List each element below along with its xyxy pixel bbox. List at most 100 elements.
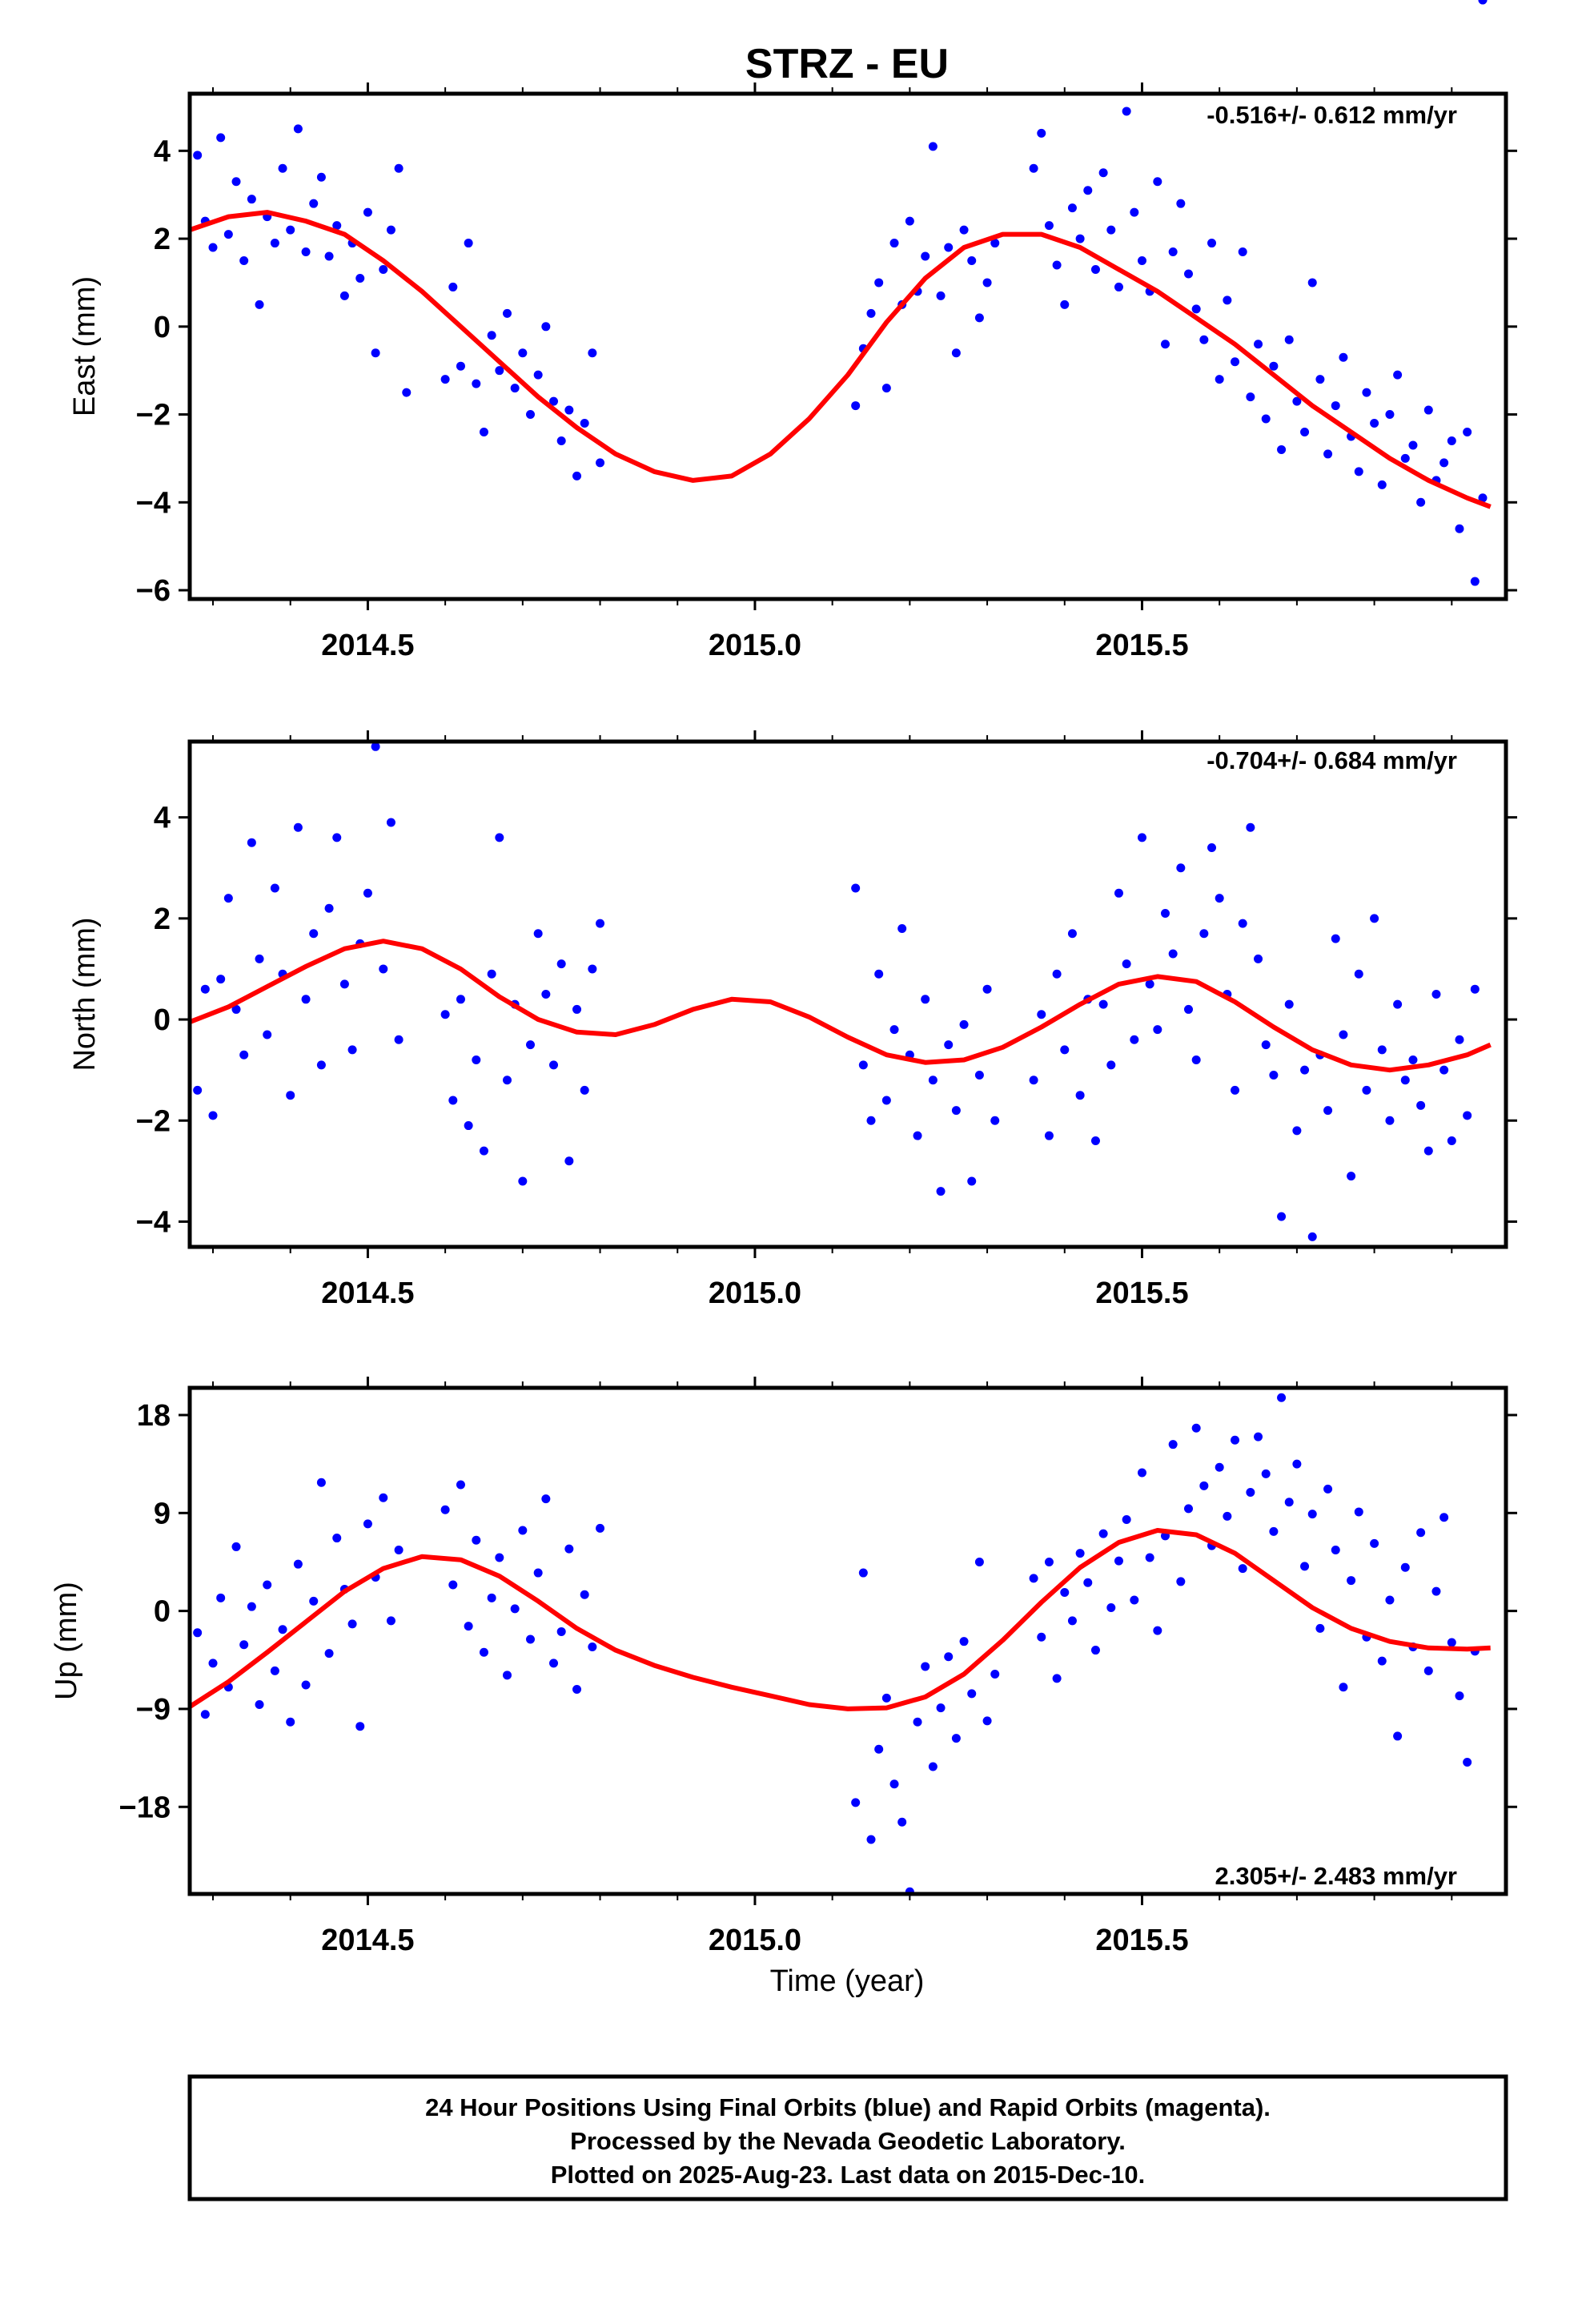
north-data-point bbox=[967, 1176, 977, 1186]
north-data-point bbox=[1470, 984, 1480, 994]
east-axis-label: East (mm) bbox=[68, 276, 102, 416]
north-data-point bbox=[1377, 1045, 1387, 1055]
north-data-point bbox=[1300, 1065, 1310, 1075]
up-data-point bbox=[1370, 1538, 1379, 1548]
east-data-point bbox=[456, 361, 465, 371]
east-data-point bbox=[1300, 427, 1310, 436]
up-data-point bbox=[913, 1717, 922, 1727]
east-frame bbox=[187, 91, 1508, 601]
north-data-point bbox=[1362, 1085, 1371, 1095]
up-data-point bbox=[324, 1649, 334, 1659]
up-data-point bbox=[1090, 1646, 1100, 1655]
north-data-point bbox=[316, 1060, 326, 1070]
up-data-point bbox=[1339, 1683, 1348, 1692]
east-ytick-label: 4 bbox=[154, 135, 171, 168]
north-data-point bbox=[549, 1060, 559, 1070]
north-data-point bbox=[1431, 990, 1441, 999]
north-data-point bbox=[363, 888, 372, 898]
north-axis-label: North (mm) bbox=[68, 917, 102, 1071]
up-data-point bbox=[510, 1604, 520, 1614]
up-data-point bbox=[1106, 1603, 1116, 1613]
north-rate-label: -0.704+/- 0.684 mm/yr bbox=[1207, 746, 1457, 774]
east-data-point bbox=[1470, 577, 1480, 586]
east-data-point bbox=[1400, 453, 1410, 463]
north-data-point bbox=[255, 954, 264, 963]
up-data-point bbox=[1231, 1435, 1240, 1445]
north-data-point bbox=[921, 995, 930, 1004]
east-data-point bbox=[905, 216, 914, 226]
east-data-point bbox=[1408, 440, 1418, 450]
caption-line-2: Processed by the Nevada Geodetic Laborat… bbox=[570, 2127, 1126, 2155]
up-data-point bbox=[944, 1652, 954, 1662]
north-data-point bbox=[1137, 833, 1146, 842]
east-data-point bbox=[533, 370, 543, 380]
up-data-point bbox=[1238, 1564, 1247, 1574]
up-data-point bbox=[1277, 1393, 1287, 1402]
north-data-point bbox=[858, 1060, 868, 1070]
up-data-point bbox=[1168, 1440, 1178, 1449]
up-data-point bbox=[1315, 1623, 1325, 1633]
up-data-point bbox=[1447, 1638, 1456, 1647]
up-xtick-label: 2015.5 bbox=[1095, 1924, 1188, 1957]
x-axis-label: Time (year) bbox=[770, 1964, 925, 1998]
east-data-point bbox=[1199, 335, 1209, 344]
up-data-point bbox=[951, 1734, 961, 1743]
up-data-point bbox=[1137, 1468, 1146, 1478]
up-data-point bbox=[580, 1590, 589, 1599]
north-frame bbox=[187, 739, 1508, 1249]
north-data-point bbox=[1231, 1085, 1240, 1095]
up-data-point bbox=[200, 1710, 210, 1719]
up-data-point bbox=[1199, 1481, 1209, 1490]
east-data-point bbox=[1090, 264, 1100, 274]
east-data-point bbox=[596, 458, 605, 468]
up-data-point bbox=[347, 1619, 357, 1629]
north-data-point bbox=[448, 1096, 458, 1105]
east-data-point bbox=[851, 401, 861, 411]
east-data-point bbox=[1478, 493, 1488, 503]
up-data-point bbox=[286, 1717, 295, 1727]
north-data-point bbox=[1423, 1146, 1433, 1156]
east-data-point bbox=[518, 348, 528, 358]
up-data-point bbox=[1284, 1498, 1294, 1507]
east-data-point bbox=[355, 273, 365, 283]
north-data-point bbox=[1153, 1025, 1162, 1035]
east-data-point bbox=[588, 348, 597, 358]
caption-frame bbox=[187, 2074, 1508, 2201]
east-data-point bbox=[472, 379, 481, 388]
up-axis-label: Up (mm) bbox=[50, 1582, 83, 1700]
east-data-point bbox=[1207, 239, 1217, 248]
up-ytick-label: 0 bbox=[154, 1595, 171, 1629]
east-data-point bbox=[255, 300, 264, 309]
east-data-point bbox=[889, 239, 899, 248]
north-data-point bbox=[1455, 1035, 1464, 1044]
east-data-point bbox=[239, 256, 249, 266]
up-data-point bbox=[293, 1559, 303, 1569]
east-data-point bbox=[967, 256, 977, 266]
east-data-point bbox=[526, 410, 536, 420]
north-data-point bbox=[379, 964, 388, 974]
up-fit-curve bbox=[188, 1528, 1491, 1711]
north-ytick-label: 2 bbox=[154, 903, 171, 936]
up-data-point bbox=[332, 1534, 342, 1543]
north-data-point bbox=[239, 1050, 249, 1059]
east-data-point bbox=[1223, 296, 1232, 305]
up-xtick-label: 2014.5 bbox=[321, 1924, 414, 1957]
up-data-point bbox=[1347, 1576, 1356, 1586]
up-data-point bbox=[1122, 1514, 1131, 1524]
east-data-point bbox=[1439, 458, 1449, 468]
east-data-point bbox=[1254, 340, 1263, 349]
east-data-point bbox=[448, 282, 458, 292]
north-panel: -0.704+/- 0.684 mm/yr 2014.5 2015.0 2015.5… bbox=[68, 0, 1517, 1310]
up-data-point bbox=[1254, 1432, 1263, 1441]
up-data-point bbox=[355, 1722, 365, 1731]
up-data-point bbox=[394, 1546, 404, 1555]
north-data-point bbox=[1447, 1136, 1456, 1145]
up-data-point bbox=[1385, 1595, 1395, 1605]
east-data-point bbox=[982, 278, 992, 287]
east-data-point bbox=[394, 163, 404, 173]
up-data-point bbox=[1083, 1578, 1093, 1587]
north-data-point bbox=[982, 984, 992, 994]
east-data-point bbox=[564, 405, 574, 415]
up-data-point bbox=[588, 1642, 597, 1651]
east-data-point bbox=[278, 163, 287, 173]
